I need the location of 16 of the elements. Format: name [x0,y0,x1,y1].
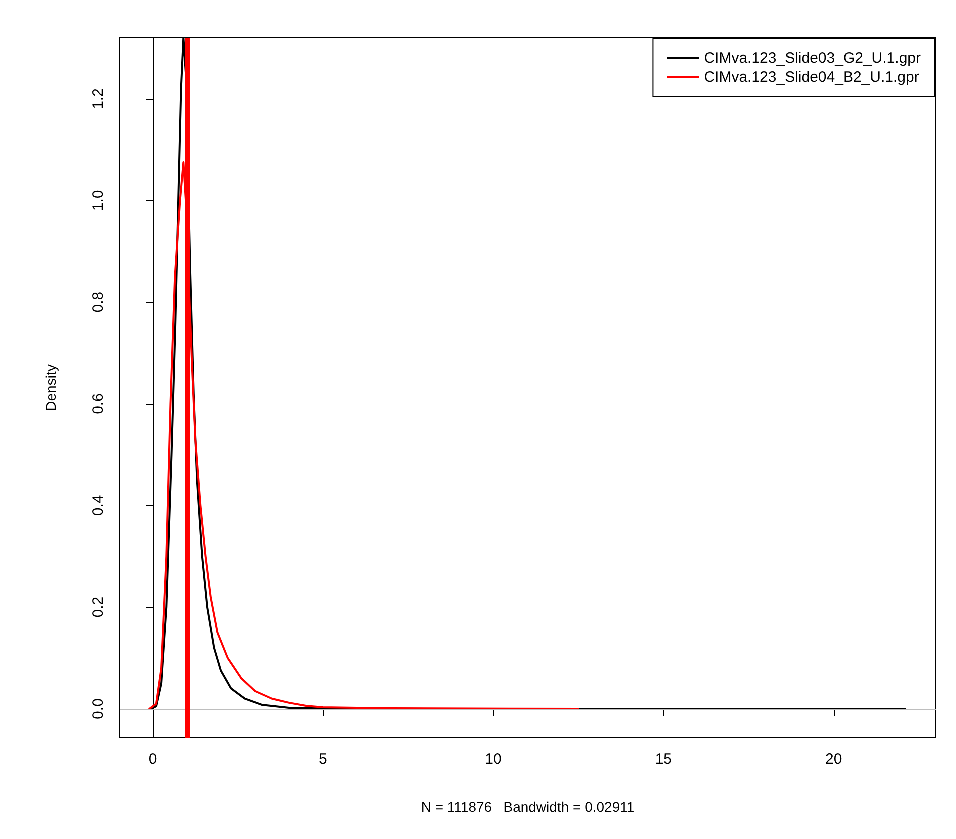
y-axis-title: Density [43,364,59,412]
y-tick-label: 1.0 [90,190,107,212]
y-tick-label: 0.8 [90,292,107,313]
x-tick-label: 5 [319,751,328,768]
x-tick-label: 10 [485,751,502,768]
legend-label: CIMva.123_Slide03_G2_U.1.gpr [704,50,922,67]
x-tick-label: 20 [826,751,842,768]
legend-label: CIMva.123_Slide04_B2_U.1.gpr [704,69,920,86]
y-tick-label: 1.2 [90,88,107,110]
y-tick-label: 0.2 [90,596,107,618]
y-tick-label: 0.4 [90,495,107,516]
y-tick-label: 0.6 [90,394,107,414]
x-tick-label: 0 [148,751,158,768]
x-axis-title: N = 111876 Bandwidth = 0.02911 [421,799,635,815]
x-tick-label: 15 [655,751,672,768]
y-tick-label: 0.0 [90,698,107,720]
